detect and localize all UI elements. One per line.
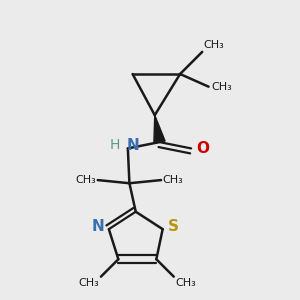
Text: N: N [126, 138, 139, 153]
Text: H: H [110, 138, 120, 152]
Text: CH₃: CH₃ [79, 278, 99, 288]
Text: CH₃: CH₃ [204, 40, 225, 50]
Text: CH₃: CH₃ [212, 82, 232, 92]
Text: CH₃: CH₃ [163, 175, 183, 185]
Text: N: N [91, 219, 104, 234]
Polygon shape [154, 115, 165, 143]
Text: CH₃: CH₃ [175, 278, 196, 288]
Text: O: O [196, 141, 209, 156]
Text: CH₃: CH₃ [75, 175, 96, 185]
Text: S: S [167, 219, 178, 234]
